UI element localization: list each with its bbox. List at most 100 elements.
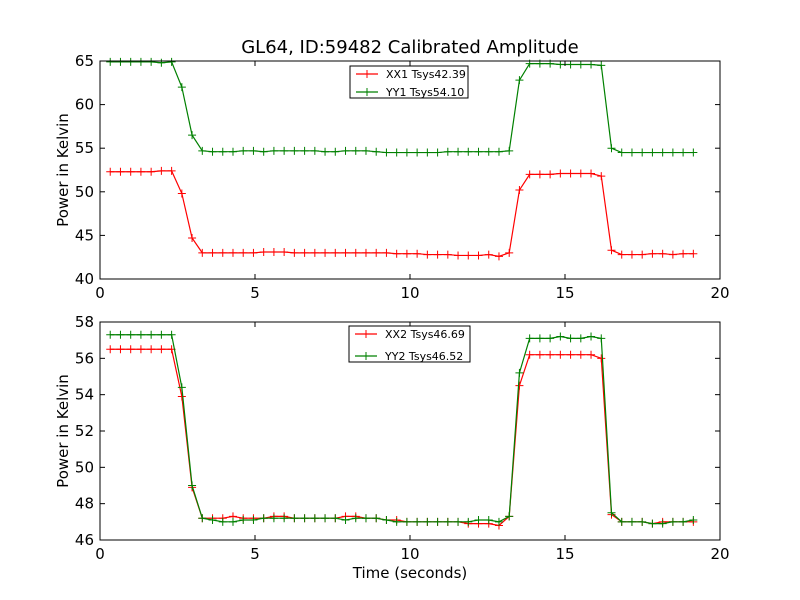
data-point [208, 516, 217, 525]
data-point [443, 250, 452, 259]
data-point [341, 516, 350, 525]
data-point [382, 248, 391, 257]
data-point [413, 148, 422, 157]
data-point [607, 144, 616, 153]
data-point [157, 330, 166, 339]
data-point [331, 147, 340, 156]
data-point [484, 250, 493, 259]
data-point [689, 148, 698, 157]
data-point [597, 61, 606, 70]
legend-label: YY1 Tsys54.10 [385, 86, 464, 99]
top-panel: 0 5 10 15 20 40 45 50 55 60 65 Power in Kelvin XX1 T… [54, 52, 730, 302]
data-point [474, 251, 483, 260]
series-line-1-0 [110, 348, 694, 527]
data-point [249, 516, 258, 525]
data-point [361, 514, 370, 523]
data-point [556, 60, 565, 69]
data-point [648, 519, 657, 528]
data-point [587, 350, 596, 359]
data-point [525, 334, 534, 343]
x-tick-label: 20 [710, 545, 729, 563]
data-point [372, 514, 381, 523]
data-point [597, 172, 606, 181]
data-point [689, 249, 698, 258]
data-point [280, 146, 289, 155]
data-point [157, 166, 166, 175]
data-point [638, 250, 647, 259]
data-point [494, 252, 503, 261]
data-point [351, 248, 360, 257]
data-point [535, 170, 544, 179]
data-point [228, 248, 237, 257]
data-point [423, 250, 432, 259]
legend-marker [363, 88, 371, 96]
data-point [136, 345, 145, 354]
data-point [126, 330, 135, 339]
data-point [494, 147, 503, 156]
data-point [576, 334, 585, 343]
data-point [566, 60, 575, 69]
data-point [269, 247, 278, 256]
legend-box-0 [349, 65, 469, 99]
data-point [464, 251, 473, 260]
data-point [576, 169, 585, 178]
data-point [167, 57, 176, 66]
data-point [535, 350, 544, 359]
data-point [300, 146, 309, 155]
series-line-1-1 [110, 334, 694, 525]
data-point [239, 516, 248, 525]
legend-marker [362, 330, 370, 338]
data-point [167, 330, 176, 339]
y-tick-label: 52 [75, 422, 94, 440]
data-point [607, 246, 616, 255]
data-point [188, 131, 197, 140]
data-point [617, 148, 626, 157]
data-point [106, 330, 115, 339]
data-point [627, 250, 636, 259]
series-line-0-0 [110, 170, 694, 257]
data-point [454, 251, 463, 260]
data-point [218, 147, 227, 156]
data-point [546, 350, 555, 359]
data-point [361, 248, 370, 257]
data-point [576, 60, 585, 69]
data-point [126, 57, 135, 66]
data-point [310, 514, 319, 523]
data-point [188, 481, 197, 490]
data-point [413, 517, 422, 526]
data-point [658, 249, 667, 258]
y-tick-label: 54 [75, 386, 94, 404]
data-point [321, 248, 330, 257]
legend-marker [363, 70, 371, 78]
data-point [290, 248, 299, 257]
data-point [433, 517, 442, 526]
data-point [208, 147, 217, 156]
data-point [249, 248, 258, 257]
data-point [576, 350, 585, 359]
data-point [566, 169, 575, 178]
data-point [198, 248, 207, 257]
data-point [464, 517, 473, 526]
data-point [494, 517, 503, 526]
data-point [525, 350, 534, 359]
data-point [167, 166, 176, 175]
data-point [402, 517, 411, 526]
legend-label: XX2 Tsys46.69 [385, 328, 465, 341]
data-point [515, 76, 524, 85]
data-point [648, 148, 657, 157]
x-tick-label: 5 [250, 284, 260, 302]
data-point [484, 516, 493, 525]
x-tick-label: 10 [400, 284, 419, 302]
y-tick-label: 46 [75, 531, 94, 549]
data-point [587, 169, 596, 178]
data-point [443, 147, 452, 156]
data-point [556, 169, 565, 178]
data-point [464, 147, 473, 156]
data-point [116, 57, 125, 66]
data-point [587, 332, 596, 341]
y-tick-label: 50 [75, 458, 94, 476]
data-point [300, 514, 309, 523]
data-point [668, 148, 677, 157]
data-point [106, 57, 115, 66]
